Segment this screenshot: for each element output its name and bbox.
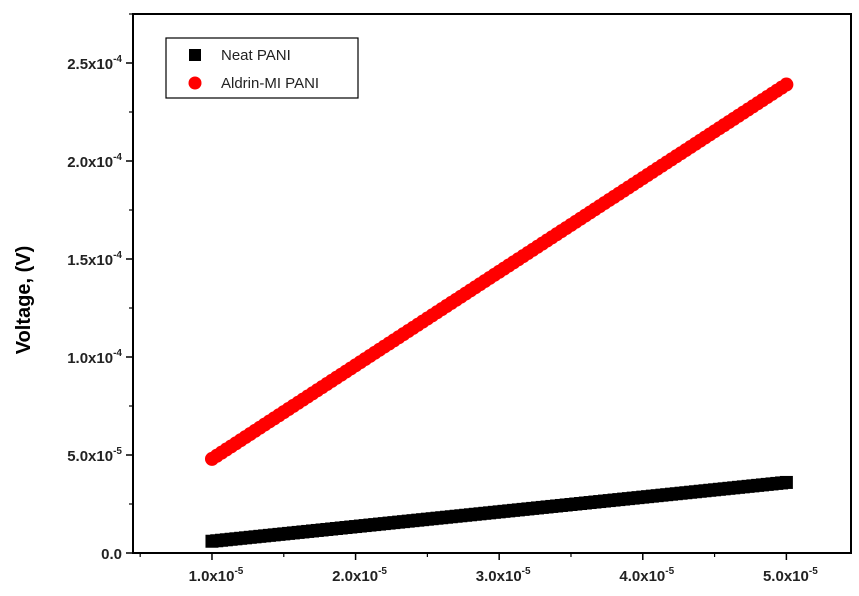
- tick-label-exponent: -5: [665, 566, 674, 577]
- tick-label-exponent: -4: [113, 152, 122, 163]
- tick-label-base: 1.0x10: [189, 568, 235, 585]
- ticks-layer: [126, 13, 788, 560]
- plot-frame: [132, 13, 852, 554]
- x-tick-label: 2.0x10-5: [332, 566, 387, 585]
- y-tick-label: 0.0: [101, 546, 122, 563]
- tick-label-exponent: -5: [113, 446, 122, 457]
- legend-label: Aldrin-MI PANI: [221, 75, 319, 92]
- x-tick-label: 1.0x10-5: [189, 566, 244, 585]
- tick-label-exponent: -4: [113, 54, 122, 65]
- x-tick-label: 4.0x10-5: [619, 566, 674, 585]
- series-aldrin-mi-pani: [204, 77, 794, 466]
- tick-label-base: 3.0x10: [476, 568, 522, 585]
- y-tick-label: 5.0x10-5: [67, 446, 122, 465]
- legend-marker-circle: [188, 76, 202, 90]
- tick-label-base: 5.0x10: [67, 448, 113, 465]
- y-tick-label: 2.5x10-4: [67, 54, 122, 73]
- tick-label-base: 2.5x10: [67, 56, 113, 73]
- x-tick-label: 3.0x10-5: [476, 566, 531, 585]
- tick-label-exponent: -5: [809, 566, 818, 577]
- tick-label-base: 0.0: [101, 546, 122, 563]
- tick-label-exponent: -5: [522, 566, 531, 577]
- tick-label-exponent: -5: [378, 566, 387, 577]
- tick-label-base: 1.5x10: [67, 252, 113, 269]
- y-tick-label: 2.0x10-4: [67, 152, 122, 171]
- tick-label-base: 5.0x10: [763, 568, 809, 585]
- data-point-circle: [779, 77, 794, 92]
- legend-label: Neat PANI: [221, 47, 291, 64]
- x-tick-label: 5.0x10-5: [763, 566, 818, 585]
- tick-label-base: 4.0x10: [619, 568, 665, 585]
- tick-label-base: 1.0x10: [67, 350, 113, 367]
- tick-label-base: 2.0x10: [332, 568, 378, 585]
- y-axis-title: Voltage, (V): [13, 246, 35, 355]
- legend: Neat PANI Aldrin-MI PANI: [165, 37, 359, 99]
- tick-label-exponent: -4: [113, 250, 122, 261]
- tick-label-base: 2.0x10: [67, 154, 113, 171]
- series-neat-pani: [205, 475, 793, 548]
- labels-layer: 1.0x10-5 2.0x10-5 3.0x10-5 4.0x10-5 5.0x10-5…: [67, 54, 818, 585]
- y-tick-label: 1.0x10-4: [67, 348, 122, 367]
- tick-label-exponent: -5: [234, 566, 243, 577]
- data-point-square: [779, 475, 793, 489]
- tick-label-exponent: -4: [113, 348, 122, 359]
- y-tick-label: 1.5x10-4: [67, 250, 122, 269]
- legend-marker-square: [189, 49, 201, 61]
- series-layer: [204, 77, 794, 548]
